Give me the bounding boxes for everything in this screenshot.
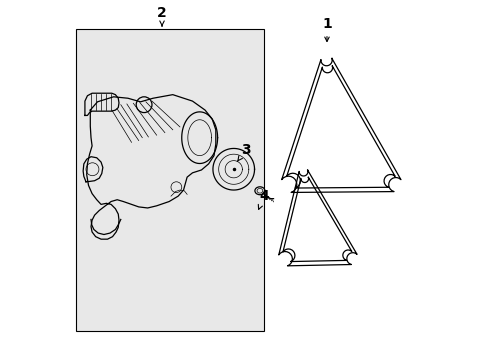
Text: 1: 1 <box>322 17 331 41</box>
Text: 2: 2 <box>157 6 166 26</box>
Text: 4: 4 <box>258 189 268 210</box>
Bar <box>76 30 264 330</box>
Text: 3: 3 <box>237 143 251 162</box>
